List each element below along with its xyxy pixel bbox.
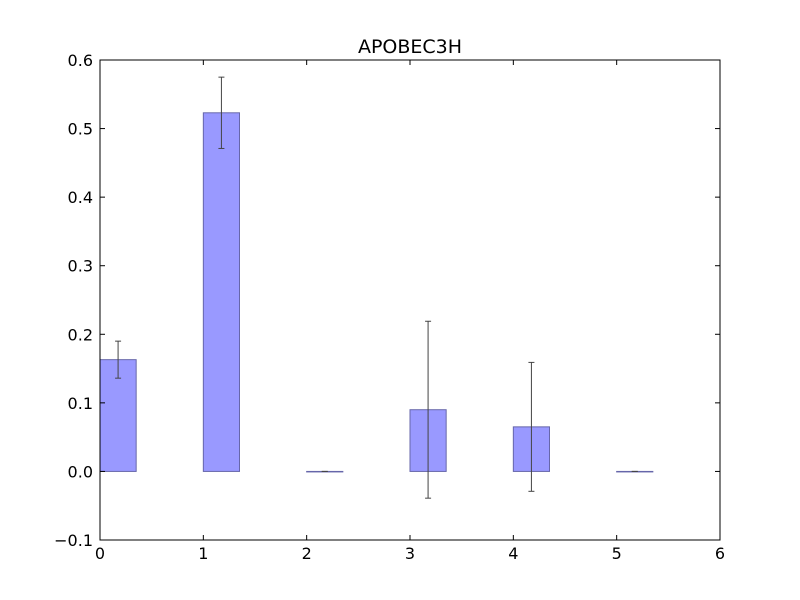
y-tick-label-4: 0.3 — [68, 257, 93, 276]
x-tick-label-6: 6 — [715, 544, 725, 563]
x-tick-label-3: 3 — [405, 544, 415, 563]
y-tick-label-2: 0.1 — [68, 394, 93, 413]
x-tick-label-1: 1 — [198, 544, 208, 563]
x-tick-label-4: 4 — [508, 544, 518, 563]
y-tick-label-5: 0.4 — [68, 188, 93, 207]
x-tick-label-2: 2 — [302, 544, 312, 563]
ticks-layer: 0 1 2 3 4 5 6 −0.1 0.0 0.1 0.2 0.3 0.4 0.5 0.6 — [54, 51, 725, 563]
y-tick-label-6: 0.5 — [68, 120, 93, 139]
error-bars-layer — [115, 76, 638, 499]
bar-1 — [202, 112, 240, 472]
y-tick-label-7: 0.6 — [68, 51, 93, 70]
y-tick-label-3: 0.2 — [68, 325, 93, 344]
error-bar-0 — [115, 340, 122, 379]
y-tick-label-1: 0.0 — [68, 462, 93, 481]
error-bar-4 — [528, 361, 535, 492]
error-bar-1 — [218, 76, 225, 149]
bars-layer — [99, 112, 654, 473]
x-tick-label-5: 5 — [612, 544, 622, 563]
y-tick-label-0: −0.1 — [54, 531, 93, 550]
error-bar-3 — [425, 320, 432, 499]
x-tick-label-0: 0 — [95, 544, 105, 563]
chart-title: APOBEC3H — [358, 36, 462, 58]
